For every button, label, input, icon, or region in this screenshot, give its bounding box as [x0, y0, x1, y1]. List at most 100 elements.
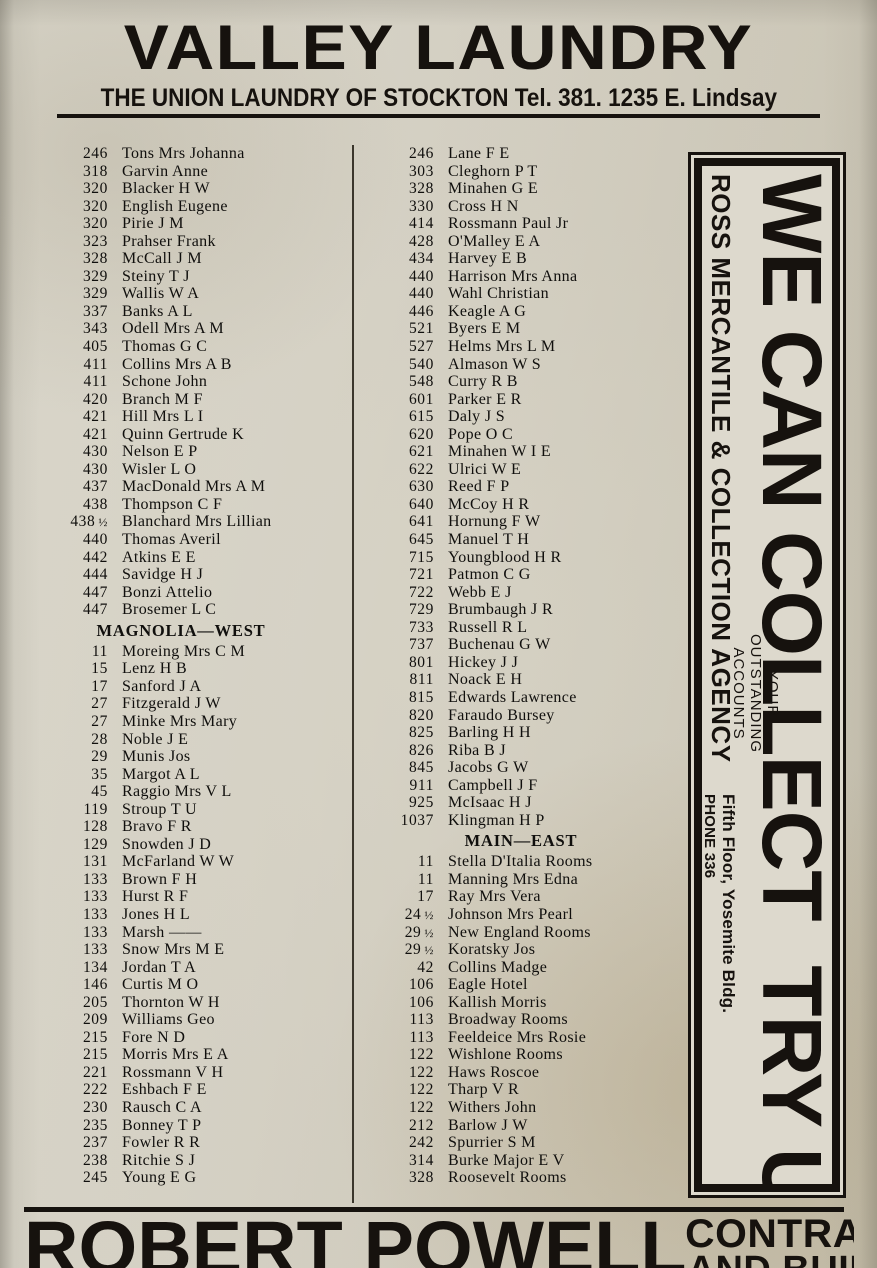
- entry-street-number: 29: [91, 748, 108, 766]
- entry-street-number: 17: [417, 888, 434, 906]
- entry-resident-name: Fore N D: [122, 1028, 186, 1046]
- entry-resident-name: Morris Mrs E A: [122, 1046, 229, 1064]
- directory-entry: 212 Barlow J W: [354, 1117, 678, 1135]
- entry-resident-name: McCall J M: [122, 250, 202, 268]
- entry-street-number: 320: [82, 180, 108, 198]
- entry-street-number: 620: [408, 425, 434, 443]
- entry-resident-name: Tharp V R: [448, 1081, 520, 1099]
- entry-resident-name: Parker E R: [448, 390, 522, 408]
- directory-entry: 622 Ulrici W E: [354, 461, 678, 479]
- directory-entry: 133 Snow Mrs M E: [28, 941, 352, 959]
- directory-entry: 437 MacDonald Mrs A M: [28, 478, 352, 496]
- entry-resident-name: Banks A L: [122, 302, 193, 320]
- directory-entry: 29 ½ New England Rooms: [354, 924, 678, 942]
- entry-resident-name: New England Rooms: [448, 923, 591, 941]
- directory-entry: 113 Feeldeice Mrs Rosie: [354, 1029, 678, 1047]
- entry-resident-name: Hill Mrs L I: [122, 408, 204, 426]
- directory-entry: 811 Noack E H: [354, 671, 678, 689]
- entry-resident-name: Collins Madge: [448, 958, 548, 976]
- entry-resident-name: Jacobs G W: [448, 759, 529, 777]
- entry-street-number: 447: [82, 583, 108, 601]
- directory-entry: 29 ½ Koratsky Jos: [354, 941, 678, 959]
- entry-resident-name: Blacker H W: [122, 180, 210, 198]
- entry-street-number: 134: [82, 958, 108, 976]
- entry-resident-name: Blanchard Mrs Lillian: [122, 513, 272, 531]
- entry-number-fraction: ½: [421, 925, 434, 940]
- entry-street-number: 29 ½: [404, 941, 434, 959]
- entry-resident-name: Quinn Gertrude K: [122, 425, 245, 443]
- directory-entry: 801 Hickey J J: [354, 654, 678, 672]
- entry-street-number: 437: [82, 478, 108, 496]
- directory-entry: 29 Munis Jos: [28, 748, 352, 766]
- entry-resident-name: Bonzi Attelio: [122, 583, 213, 601]
- entry-resident-name: Riba B J: [448, 741, 506, 759]
- directory-entry: 438 Thompson C F: [28, 496, 352, 514]
- directory-entry: 641 Hornung F W: [354, 513, 678, 531]
- right-entries-bottom: 11 Stella D'Italia Rooms 11 Manning Mrs Edn…: [354, 853, 678, 1186]
- directory-entry: 146 Curtis M O: [28, 976, 352, 994]
- entry-street-number: 29 ½: [404, 923, 434, 941]
- entry-street-number: 343: [82, 320, 108, 338]
- entry-street-number: 328: [408, 180, 434, 198]
- entry-street-number: 11: [417, 870, 434, 888]
- entry-resident-name: Noack E H: [448, 671, 523, 689]
- directory-entry: 242 Spurrier S M: [354, 1134, 678, 1152]
- directory-entry: 11 Stella D'Italia Rooms: [354, 853, 678, 871]
- entry-street-number: 438 ½: [70, 513, 108, 531]
- entry-street-number: 438: [82, 495, 108, 513]
- entry-resident-name: Helms Mrs L M: [448, 338, 556, 356]
- directory-entry: 621 Minahen W I E: [354, 443, 678, 461]
- headline-text-2: TRY US: [745, 965, 832, 1184]
- directory-entry: 28 Noble J E: [28, 731, 352, 749]
- entry-resident-name: Rausch C A: [122, 1098, 202, 1116]
- entry-street-number: 27: [91, 712, 108, 730]
- entry-number-fraction: ½: [95, 515, 108, 530]
- directory-entry: 825 Barling H H: [354, 724, 678, 742]
- entry-street-number: 337: [82, 302, 108, 320]
- entry-resident-name: Keagle A G: [448, 302, 527, 320]
- entry-street-number: 15: [91, 660, 108, 678]
- directory-entry: 411 Collins Mrs A B: [28, 356, 352, 374]
- entry-resident-name: English Eugene: [122, 197, 228, 215]
- entry-resident-name: Atkins E E: [122, 548, 196, 566]
- entry-street-number: 215: [82, 1028, 108, 1046]
- directory-entry: 246 Tons Mrs Johanna: [28, 145, 352, 163]
- entry-street-number: 27: [91, 695, 108, 713]
- entry-street-number: 215: [82, 1046, 108, 1064]
- entry-resident-name: Roosevelt Rooms: [448, 1169, 567, 1187]
- entry-resident-name: Sanford J A: [122, 677, 202, 695]
- directory-entry: 106 Kallish Morris: [354, 994, 678, 1012]
- directory-entry: 640 McCoy H R: [354, 496, 678, 514]
- entry-resident-name: Koratsky Jos: [448, 941, 536, 959]
- directory-entry: 17 Ray Mrs Vera: [354, 888, 678, 906]
- entry-street-number: 442: [82, 548, 108, 566]
- directory-entry: 715 Youngblood H R: [354, 549, 678, 567]
- entry-street-number: 428: [408, 232, 434, 250]
- directory-entry: 230 Rausch C A: [28, 1099, 352, 1117]
- entry-street-number: 825: [408, 724, 434, 742]
- entry-street-number: 737: [408, 636, 434, 654]
- entry-resident-name: Buchenau G W: [448, 636, 551, 654]
- entry-resident-name: Eshbach F E: [122, 1081, 207, 1099]
- entry-resident-name: Campbell J F: [448, 776, 538, 794]
- entry-street-number: 245: [82, 1169, 108, 1187]
- directory-entry: 133 Jones H L: [28, 906, 352, 924]
- entry-street-number: 320: [82, 215, 108, 233]
- section-heading-magnolia-west: MAGNOLIA—WEST: [96, 620, 266, 640]
- entry-street-number: 630: [408, 478, 434, 496]
- directory-entry: 820 Faraudo Bursey: [354, 707, 678, 725]
- entry-resident-name: Margot A L: [122, 765, 200, 783]
- entry-street-number: 733: [408, 618, 434, 636]
- entry-street-number: 411: [83, 373, 108, 391]
- entry-resident-name: Ray Mrs Vera: [448, 888, 541, 906]
- directory-entry: 421 Quinn Gertrude K: [28, 426, 352, 444]
- left-entries-bottom: 11 Moreing Mrs C M 15 Lenz H B 17 Sanford J A…: [28, 643, 352, 1187]
- contractor-name: ROBERT POWELL: [24, 1216, 687, 1268]
- entry-resident-name: Byers E M: [448, 320, 521, 338]
- entry-street-number: 815: [408, 688, 434, 706]
- section-heading-main-east: MAIN—EAST: [464, 831, 578, 851]
- entry-street-number: 146: [82, 976, 108, 994]
- entry-resident-name: Fowler R R: [122, 1134, 201, 1152]
- directory-entry: 303 Cleghorn P T: [354, 163, 678, 181]
- directory-entry: 320 English Eugene: [28, 198, 352, 216]
